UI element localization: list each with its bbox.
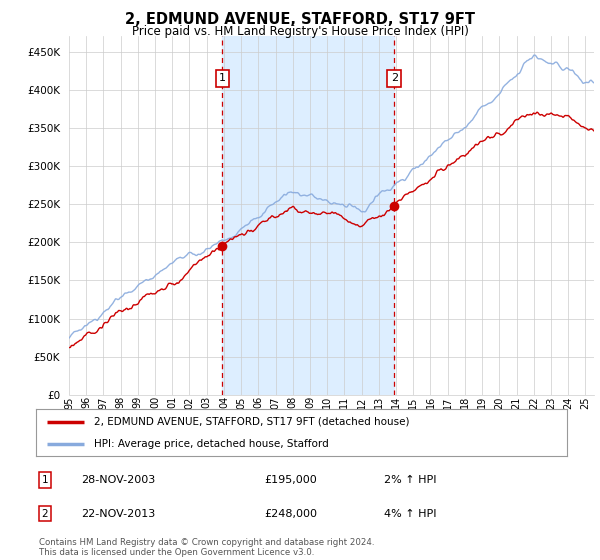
Text: 28-NOV-2003: 28-NOV-2003 bbox=[81, 475, 155, 485]
Text: 2: 2 bbox=[41, 508, 49, 519]
Text: 2: 2 bbox=[391, 73, 398, 83]
Text: 2, EDMUND AVENUE, STAFFORD, ST17 9FT: 2, EDMUND AVENUE, STAFFORD, ST17 9FT bbox=[125, 12, 475, 27]
Bar bbox=[223, 36, 394, 395]
Text: 2% ↑ HPI: 2% ↑ HPI bbox=[384, 475, 437, 485]
Text: 1: 1 bbox=[219, 73, 226, 83]
Text: £195,000: £195,000 bbox=[264, 475, 317, 485]
Text: £248,000: £248,000 bbox=[264, 508, 317, 519]
Text: Contains HM Land Registry data © Crown copyright and database right 2024.
This d: Contains HM Land Registry data © Crown c… bbox=[39, 538, 374, 557]
Text: 2, EDMUND AVENUE, STAFFORD, ST17 9FT (detached house): 2, EDMUND AVENUE, STAFFORD, ST17 9FT (de… bbox=[94, 417, 410, 427]
Text: 22-NOV-2013: 22-NOV-2013 bbox=[81, 508, 155, 519]
Text: 1: 1 bbox=[41, 475, 49, 485]
Text: Price paid vs. HM Land Registry's House Price Index (HPI): Price paid vs. HM Land Registry's House … bbox=[131, 25, 469, 38]
Text: HPI: Average price, detached house, Stafford: HPI: Average price, detached house, Staf… bbox=[94, 438, 329, 449]
Text: 4% ↑ HPI: 4% ↑ HPI bbox=[384, 508, 437, 519]
